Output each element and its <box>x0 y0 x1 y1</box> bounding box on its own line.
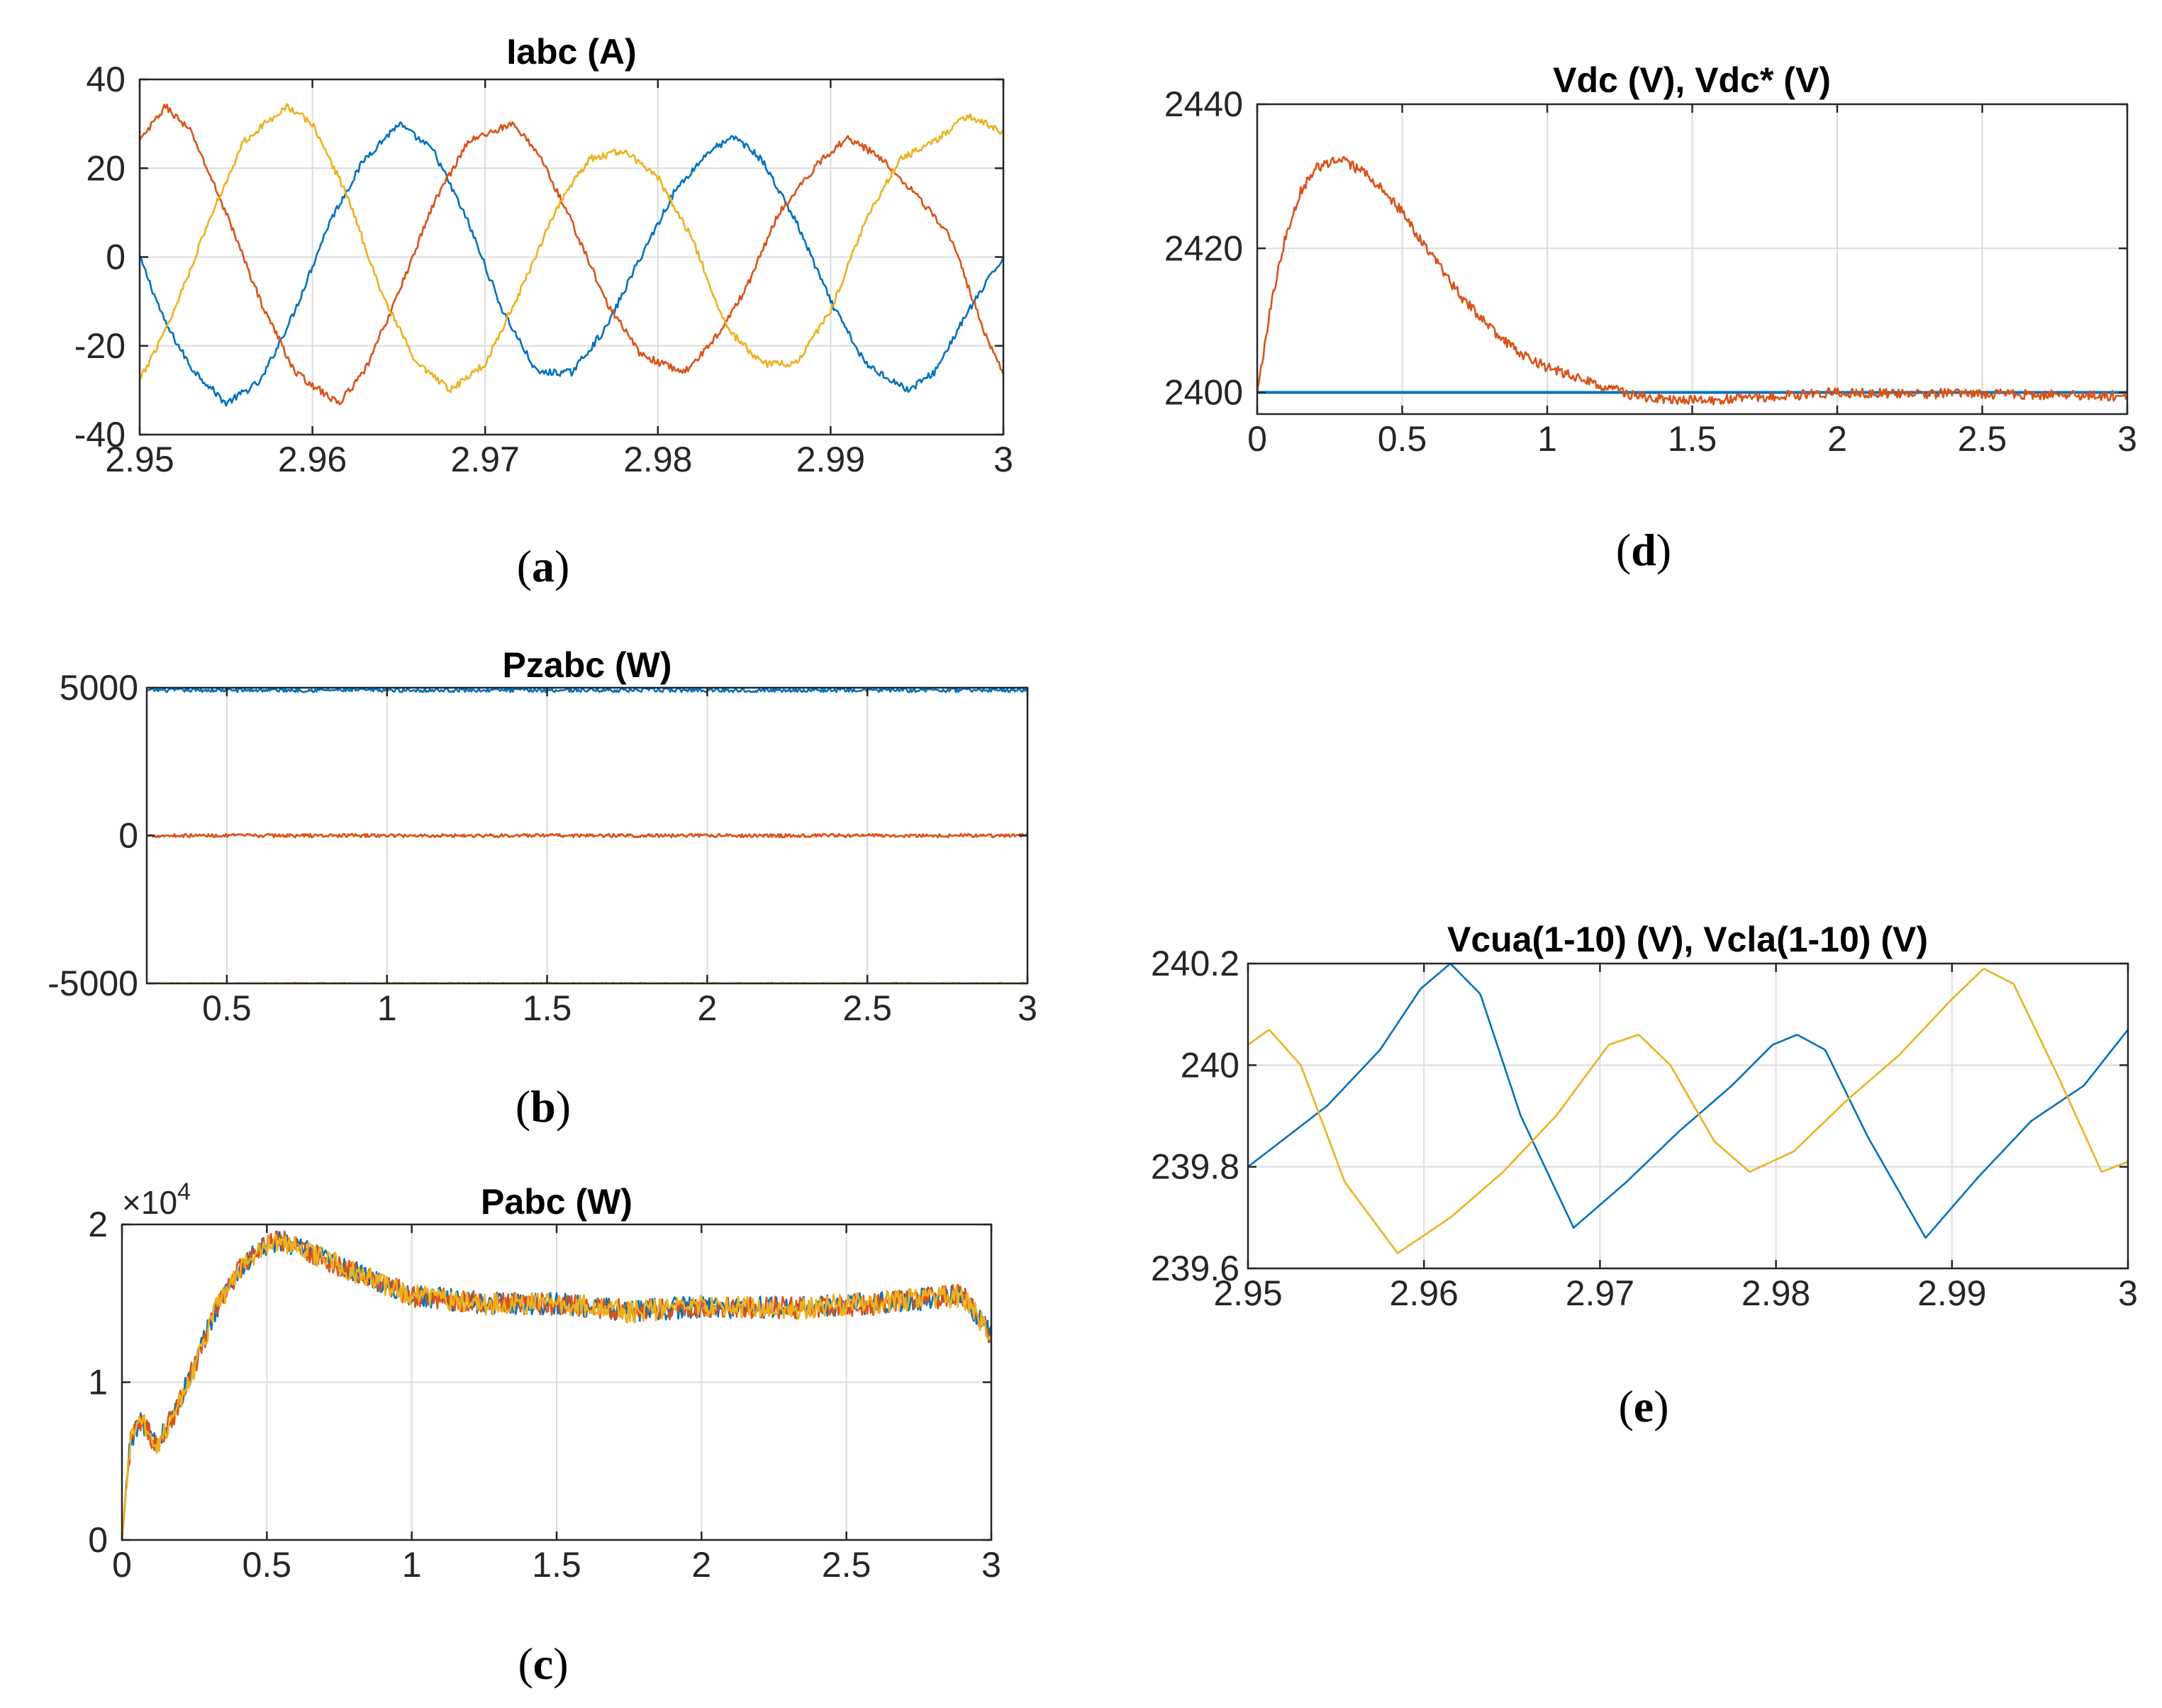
panel-e-caption-letter: e <box>1634 1381 1654 1431</box>
panel-b-ticks: 0.5 1 1.5 2 2.5 3 5000 0 -5000 <box>48 668 1037 1028</box>
panel-a-xtick-label: 2.98 <box>623 440 692 479</box>
panel-c-ytick-label: 2 <box>88 1205 108 1244</box>
panel-a-ytick-label: 20 <box>86 148 126 188</box>
panel-e-xtick-label: 3 <box>2118 1273 2138 1313</box>
panel-a-series-ic <box>138 103 1005 393</box>
panel-b-xtick-label: 1.5 <box>523 988 572 1028</box>
panel-b-xtick-label: 2 <box>697 988 717 1028</box>
panel-c-caption-letter: c <box>533 1639 553 1689</box>
panel-d-ytick-label: 2400 <box>1164 373 1243 413</box>
panel-e-axes-box <box>1247 962 2129 1270</box>
panel-c-y-multiplier: ×104 <box>122 1178 191 1221</box>
panel-c-ticks: 0 0.5 1 1.5 2 2.5 3 2 1 0 <box>88 1205 1001 1585</box>
panel-a-series-ia <box>139 121 1005 407</box>
panel-c-series <box>121 1230 993 1541</box>
panel-d-ticks: 0 0.5 1 1.5 2 2.5 3 2440 2420 2400 <box>1164 84 2137 459</box>
panel-d-caption-letter: d <box>1631 525 1656 575</box>
panel-e-ytick-label: 240 <box>1181 1045 1239 1085</box>
panel-b-ytick-label: -5000 <box>48 964 138 1003</box>
panel-a-caption-letter: a <box>532 541 555 591</box>
panel-a-ytick-label: -20 <box>74 326 126 366</box>
panel-e-series-vcla <box>1247 968 2129 1254</box>
panel-d-xtick-label: 2.5 <box>1958 419 2007 459</box>
panel-a-ticks: 2.95 2.96 2.97 2.98 2.99 3 40 20 0 -20 -40 <box>74 60 1013 479</box>
panel-b: 0.5 1 1.5 2 2.5 3 5000 0 -5000 Pzabc (W) (b) <box>48 645 1037 1132</box>
panel-d-xtick-label: 0 <box>1247 419 1267 459</box>
panel-c-xtick-label: 3 <box>981 1545 1001 1585</box>
panel-e-xtick-label: 2.99 <box>1917 1273 1986 1313</box>
panel-c-y-multiplier-base: ×10 <box>122 1184 177 1221</box>
panel-b-title: Pzabc (W) <box>503 645 672 685</box>
panel-a-caption: (a) <box>517 541 570 591</box>
panel-e-grid <box>1248 964 2128 1268</box>
panel-c: 0 0.5 1 1.5 2 2.5 3 2 1 0 ×104 Pabc (W) (c) <box>88 1178 1001 1689</box>
panel-b-xtick-label: 0.5 <box>202 988 252 1028</box>
panel-b-caption: (b) <box>516 1081 571 1132</box>
panel-e: 2.95 2.96 2.97 2.98 2.99 3240.2240239.8239.6 … <box>1151 920 2138 1431</box>
panel-d-xtick-label: 3 <box>2117 419 2137 459</box>
panel-a-xtick-label: 2.99 <box>796 440 865 479</box>
panel-e-series-vcua <box>1247 962 2129 1239</box>
panel-e-ytick-label: 240.2 <box>1151 944 1239 983</box>
panel-d-xtick-label: 0.5 <box>1378 419 1427 459</box>
panel-e-ytick-label: 239.8 <box>1151 1147 1239 1187</box>
panel-b-series-pzb <box>147 832 1028 839</box>
panel-c-ytick-label: 0 <box>88 1520 108 1560</box>
panel-a-xtick-label: 2.95 <box>105 440 174 479</box>
panel-e-series <box>1247 962 2129 1254</box>
panel-e-xtick-label: 2.97 <box>1566 1273 1634 1313</box>
panel-b-series-pza <box>147 687 1028 693</box>
panel-c-ytick-label: 1 <box>88 1363 108 1402</box>
panel-d-series <box>1256 156 2128 406</box>
panel-a: 2.95 2.96 2.97 2.98 2.99 3 40 20 0 -20 -40 Iabc (A… <box>74 32 1013 591</box>
panel-e-xtick-label: 2.95 <box>1213 1273 1282 1313</box>
panel-c-caption: (c) <box>518 1639 568 1689</box>
panel-b-caption-letter: b <box>530 1081 556 1132</box>
panel-a-ytick-label: -40 <box>74 415 126 454</box>
panel-a-xtick-label: 2.96 <box>278 440 347 479</box>
panel-c-xtick-label: 2.5 <box>822 1545 871 1585</box>
panel-d-ytick-label: 2440 <box>1164 84 1243 124</box>
panel-d-caption: (d) <box>1616 525 1671 575</box>
panel-d-xtick-label: 1.5 <box>1668 419 1717 459</box>
panel-e-ticks: 2.95 2.96 2.97 2.98 2.99 3 240.2 240 239.8 239.6 <box>1151 944 2138 1313</box>
panel-c-title: Pabc (W) <box>481 1182 633 1222</box>
panel-b-ytick-label: 0 <box>118 816 138 856</box>
panel-e-caption: (e) <box>1618 1381 1668 1431</box>
panel-c-xtick-label: 1.5 <box>532 1545 581 1585</box>
panel-c-xtick-label: 2 <box>691 1545 711 1585</box>
panel-a-title: Iabc (A) <box>506 32 636 72</box>
panel-b-xtick-label: 2.5 <box>842 988 892 1028</box>
panel-c-xtick-label: 1 <box>402 1545 422 1585</box>
panel-a-series-ib <box>138 104 1005 406</box>
panel-d-ytick-label: 2420 <box>1164 228 1243 268</box>
panel-a-ytick-label: 40 <box>86 60 126 99</box>
panel-b-xtick-label: 1 <box>377 988 397 1028</box>
panel-c-y-multiplier-exp: 4 <box>177 1178 191 1205</box>
panel-e-xtick-label: 2.96 <box>1390 1273 1459 1313</box>
panel-e-title: Vcua(1-10) (V), Vcla(1-10) (V) <box>1447 920 1928 959</box>
panel-c-series-pc <box>121 1234 993 1541</box>
panel-d: 0 0.5 1 1.5 2 2.5 3 2440 2420 2400 Vdc (V), Vdc* … <box>1164 60 2137 575</box>
panel-a-series <box>138 103 1005 407</box>
panel-c-xtick-label: 0.5 <box>243 1545 292 1585</box>
panel-c-xtick-label: 0 <box>112 1545 132 1585</box>
panel-a-xtick-label: 3 <box>993 440 1013 479</box>
panel-c-grid <box>122 1224 991 1540</box>
panel-e-ytick-label: 239.6 <box>1151 1249 1239 1288</box>
panel-b-xtick-label: 3 <box>1018 988 1037 1028</box>
panel-d-series-vdc <box>1256 156 2128 406</box>
panel-d-xtick-label: 2 <box>1827 419 1847 459</box>
panel-b-ytick-label: 5000 <box>60 668 138 708</box>
panel-d-xtick-label: 1 <box>1537 419 1557 459</box>
panel-a-ytick-label: 0 <box>106 238 126 277</box>
panel-d-title: Vdc (V), Vdc* (V) <box>1553 60 1831 100</box>
panel-e-xtick-label: 2.98 <box>1742 1273 1810 1313</box>
panel-a-xtick-label: 2.97 <box>451 440 520 479</box>
